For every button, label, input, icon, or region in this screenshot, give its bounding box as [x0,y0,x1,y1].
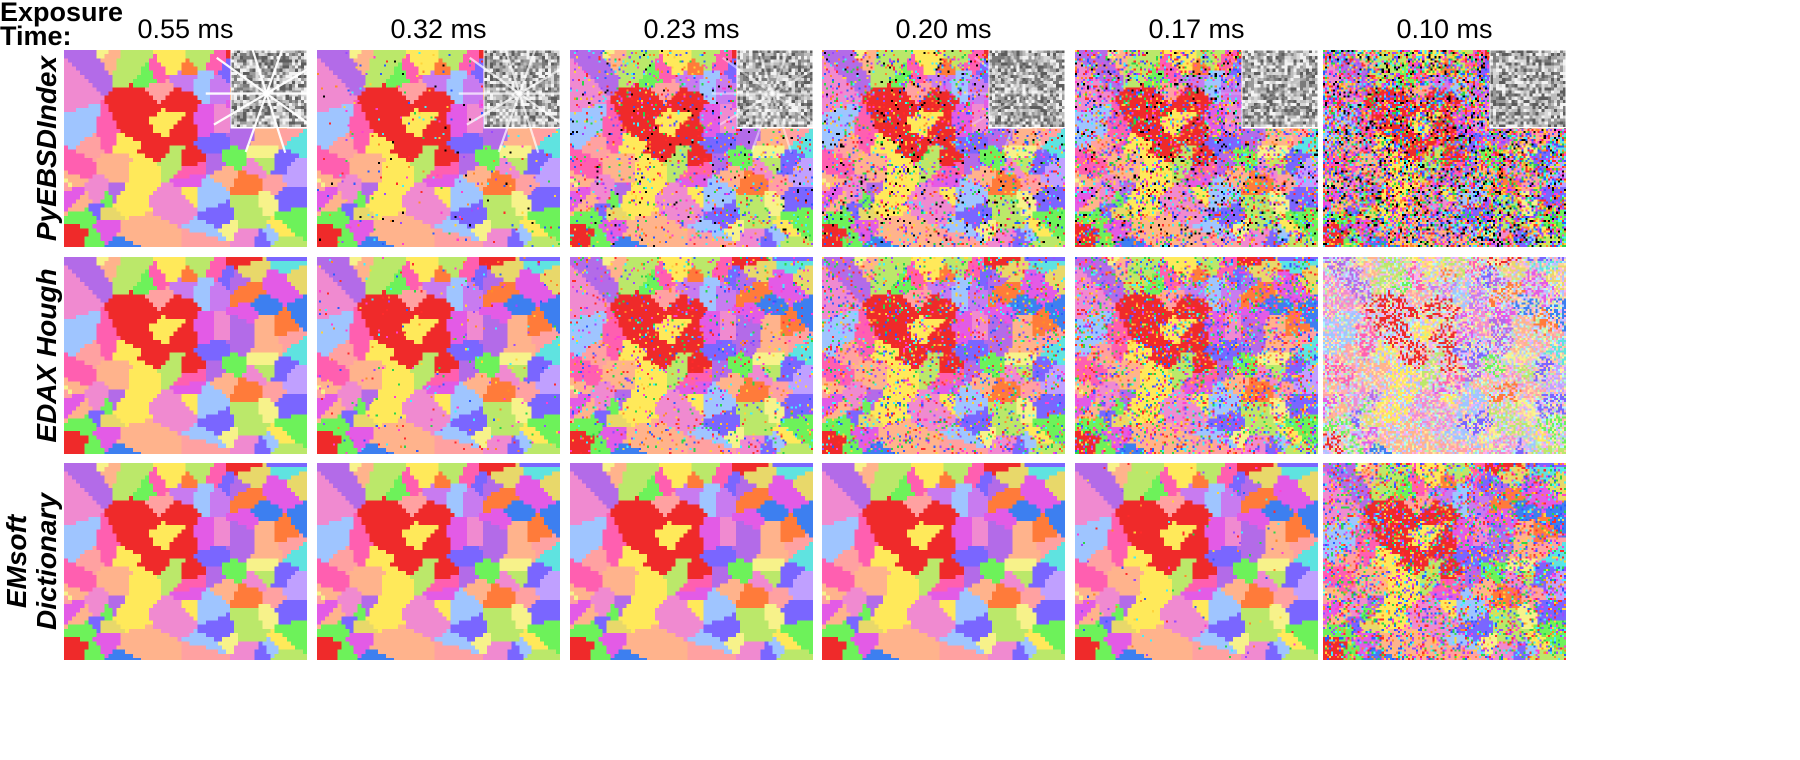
method-label-line2: Dictionary [32,463,62,660]
grain-map [64,257,307,454]
orientation-map [317,257,560,454]
orientation-map [822,463,1065,660]
orientation-map-panel [1075,257,1318,454]
method-label: EDAX Hough [32,257,62,454]
orientation-map [64,463,307,660]
exposure-time-label: 0.10 ms [1305,14,1585,45]
orientation-map [317,463,560,660]
method-label: EMsoft Dictionary [2,463,62,660]
exposure-time-label: 0.32 ms [299,14,579,45]
orientation-map-panel [1075,463,1318,660]
grain-map [570,257,813,454]
grain-map [64,463,307,660]
orientation-map-panel [317,50,560,247]
exposure-time-label: 0.55 ms [46,14,326,45]
grain-map [570,463,813,660]
orientation-map-panel [570,50,813,247]
orientation-map [570,50,813,247]
orientation-map [570,257,813,454]
orientation-map-panel [317,463,560,660]
method-label-line1: EMsoft [2,463,32,660]
orientation-map-panel [317,257,560,454]
orientation-map [64,257,307,454]
orientation-map-panel [1323,257,1566,454]
kikuchi-pattern-inset [1490,50,1566,128]
grain-map [317,257,560,454]
orientation-map [1323,257,1566,454]
orientation-map [1323,463,1566,660]
orientation-map-panel [570,463,813,660]
orientation-map [1075,50,1318,247]
grain-map [317,463,560,660]
orientation-map [317,50,560,247]
orientation-map [570,463,813,660]
orientation-map-panel [1323,50,1566,247]
orientation-map-panel [1075,50,1318,247]
grain-map [822,463,1065,660]
orientation-map-panel [822,50,1065,247]
orientation-map-panel [822,463,1065,660]
orientation-map-panel [64,257,307,454]
orientation-map-panel [64,50,307,247]
orientation-map-panel [822,257,1065,454]
orientation-map [1075,257,1318,454]
exposure-time-label: 0.23 ms [552,14,832,45]
orientation-map [822,257,1065,454]
orientation-map-panel [1323,463,1566,660]
orientation-map [1075,463,1318,660]
exposure-time-label: 0.20 ms [804,14,1084,45]
exposure-time-label: 0.17 ms [1057,14,1337,45]
method-label-line1: EDAX Hough [32,257,62,454]
orientation-map-panel [570,257,813,454]
method-label: PyEBSDIndex [32,50,62,247]
method-label-line1: PyEBSDIndex [32,50,62,247]
grain-map [1075,463,1318,660]
orientation-map-panel [64,463,307,660]
orientation-map [1323,50,1566,247]
orientation-map [822,50,1065,247]
orientation-map [64,50,307,247]
